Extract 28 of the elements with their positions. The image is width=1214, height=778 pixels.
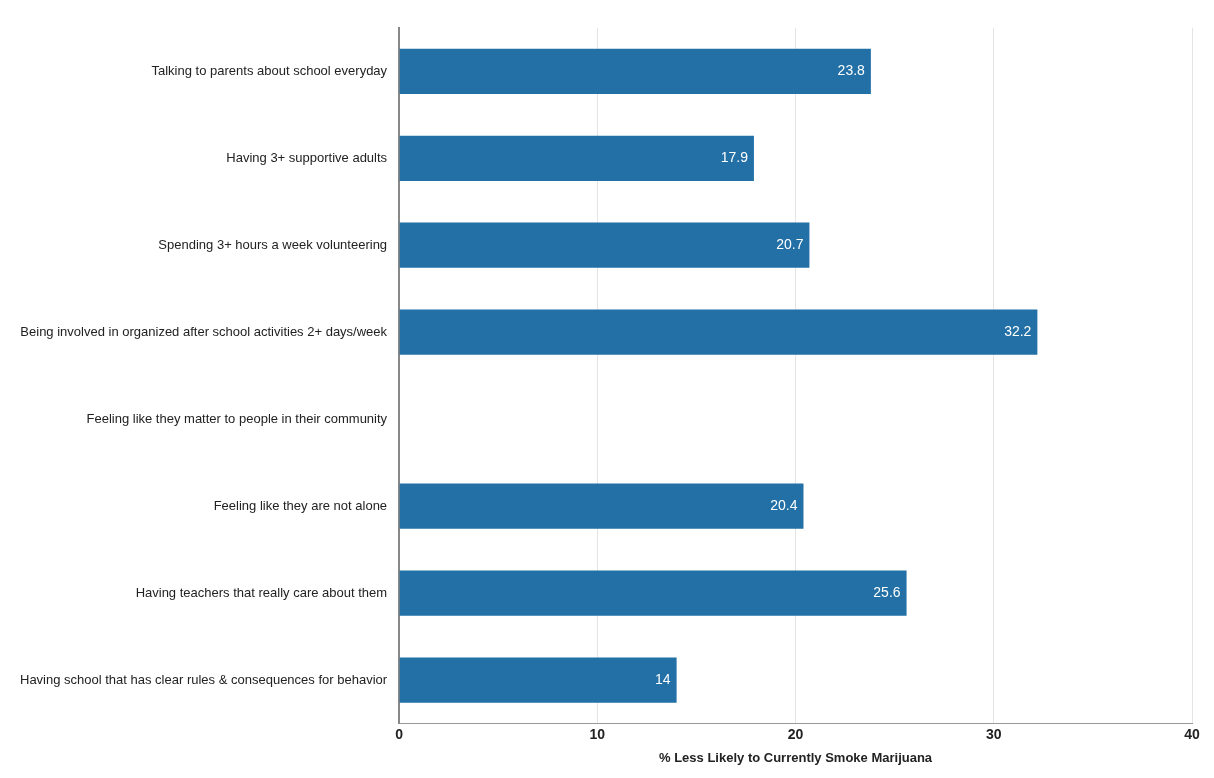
bar — [399, 483, 804, 529]
data-label: 23.8 — [837, 62, 866, 79]
y-tick-label: Being involved in organized after school activities 2+ days/week — [20, 323, 388, 339]
data-label: 20.4 — [770, 497, 798, 514]
bar — [399, 222, 810, 268]
bar — [399, 570, 907, 616]
x-tick-label: 10 — [589, 725, 606, 742]
y-tick-label: Talking to parents about school everyday — [151, 62, 388, 78]
data-label: 20.7 — [776, 236, 804, 253]
x-tick-label: 20 — [787, 725, 804, 742]
bar — [399, 657, 677, 703]
y-tick-label: Having 3+ supportive adults — [226, 149, 388, 165]
data-label: 17.9 — [720, 149, 749, 166]
x-tick-label: 40 — [1184, 725, 1200, 742]
bar — [399, 135, 754, 181]
bar — [399, 309, 1038, 355]
y-tick-label: Feeling like they are not alone — [213, 497, 388, 513]
y-tick-label: Having teachers that really care about them — [135, 584, 388, 600]
x-tick-label: 30 — [985, 725, 1002, 742]
data-label: 32.2 — [1004, 323, 1032, 340]
y-tick-label: Spending 3+ hours a week volunteering — [158, 236, 388, 252]
x-axis-title: % Less Likely to Currently Smoke Marijuana — [659, 749, 933, 765]
x-tick-label: 0 — [395, 725, 404, 742]
y-tick-label: Feeling like they matter to people in their community — [86, 410, 388, 426]
data-label: 14 — [655, 670, 671, 687]
y-tick-label: Having school that has clear rules & consequences for behavior — [19, 671, 388, 687]
bar — [399, 48, 871, 94]
data-label: 25.6 — [873, 584, 901, 600]
